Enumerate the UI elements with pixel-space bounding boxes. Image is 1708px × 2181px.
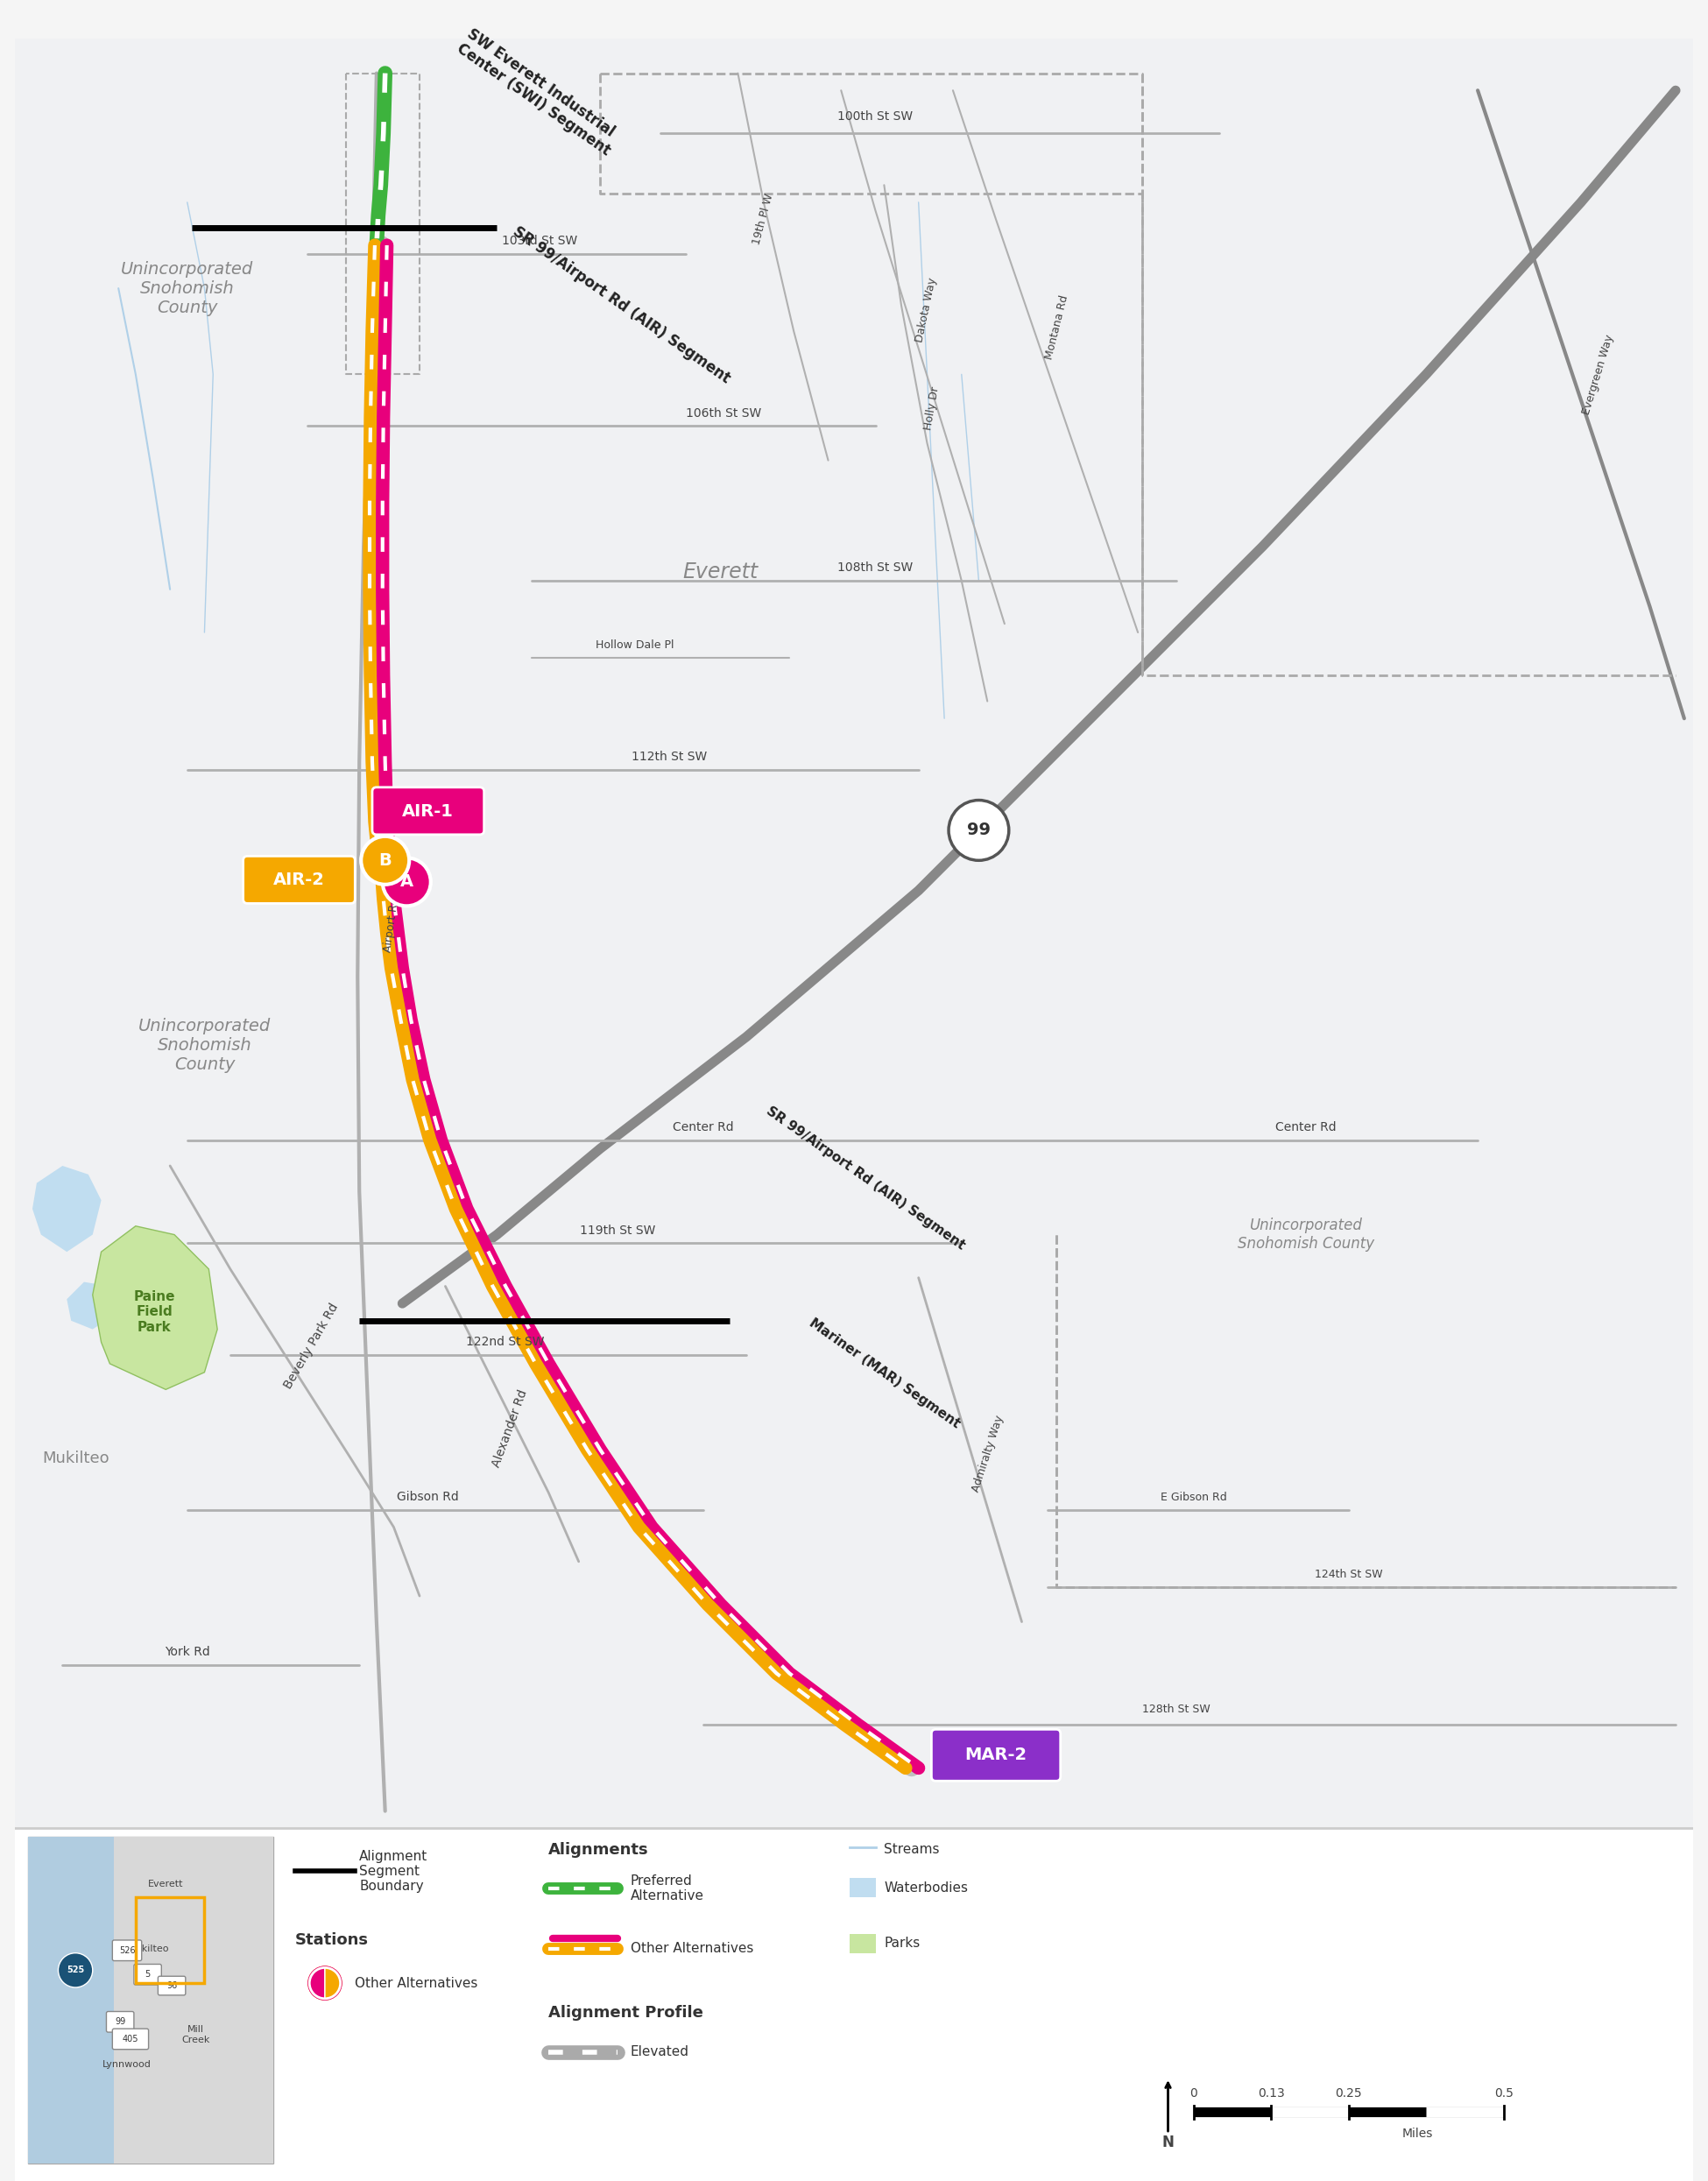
Text: 128th St SW: 128th St SW (1143, 1703, 1211, 1714)
Text: 19th Pl W: 19th Pl W (752, 192, 775, 246)
Polygon shape (67, 1282, 118, 1328)
Text: Holly Dr: Holly Dr (922, 386, 941, 432)
FancyBboxPatch shape (106, 2011, 133, 2033)
Polygon shape (92, 1226, 217, 1389)
Text: Mukilteo: Mukilteo (43, 1450, 109, 1466)
Text: 405: 405 (123, 2035, 138, 2044)
Text: Parks: Parks (885, 1937, 921, 1950)
Text: Alignment Profile: Alignment Profile (548, 2004, 704, 2022)
Wedge shape (309, 1967, 325, 1998)
Text: Beverly Park Rd: Beverly Park Rd (282, 1302, 342, 1391)
Bar (15, 1828, 1693, 2181)
Text: Alexander Rd: Alexander Rd (490, 1387, 529, 1468)
Text: 99: 99 (967, 822, 991, 840)
Text: York Rd: York Rd (164, 1647, 210, 1658)
Text: Unincorporated
Snohomish
County: Unincorporated Snohomish County (121, 262, 253, 316)
Bar (849, 1935, 876, 1952)
Text: SR 99/Airport Rd (AIR) Segment: SR 99/Airport Rd (AIR) Segment (511, 225, 733, 386)
Polygon shape (114, 1836, 273, 2164)
Text: AIR-1: AIR-1 (403, 803, 454, 820)
Wedge shape (325, 1967, 340, 1998)
Text: MAR-2: MAR-2 (965, 1747, 1027, 1764)
Text: Stations: Stations (295, 1932, 369, 1948)
Text: Evergreen Way: Evergreen Way (1582, 334, 1616, 417)
Text: 0.5: 0.5 (1494, 2087, 1513, 2100)
Bar (135, 1897, 205, 1983)
Text: Mariner (MAR) Segment: Mariner (MAR) Segment (806, 1317, 962, 1431)
Text: 103rd St SW: 103rd St SW (502, 236, 577, 246)
Text: Montana Rd: Montana Rd (1044, 294, 1071, 360)
Text: 525: 525 (67, 1965, 84, 1974)
Text: 96: 96 (166, 1980, 178, 1989)
Text: Streams: Streams (885, 1843, 939, 1856)
Text: SR 99/Airport Rd (AIR) Segment: SR 99/Airport Rd (AIR) Segment (763, 1104, 967, 1252)
Text: Dakota Way: Dakota Way (914, 277, 939, 342)
Text: Mill
Creek: Mill Creek (181, 2026, 210, 2044)
Text: 112th St SW: 112th St SW (632, 750, 707, 763)
Circle shape (58, 1952, 92, 1987)
Text: E Gibson Rd: E Gibson Rd (1161, 1492, 1226, 1503)
Text: B: B (379, 853, 391, 868)
Text: 0: 0 (1190, 2087, 1197, 2100)
Bar (27, 1836, 114, 2164)
Bar (15, 39, 1693, 1828)
Text: Admiralty Way: Admiralty Way (970, 1413, 1006, 1494)
Text: 106th St SW: 106th St SW (687, 408, 762, 419)
Circle shape (360, 835, 410, 885)
Text: 124th St SW: 124th St SW (1315, 1568, 1383, 1581)
FancyBboxPatch shape (133, 1965, 162, 1985)
Circle shape (948, 800, 1009, 859)
Text: SW Everett Industrial
Center (SWI) Segment: SW Everett Industrial Center (SWI) Segme… (454, 26, 623, 159)
Text: Alignment
Segment
Boundary: Alignment Segment Boundary (359, 1849, 429, 1893)
Text: Paine
Field
Park: Paine Field Park (133, 1291, 176, 1335)
Text: 108th St SW: 108th St SW (837, 563, 914, 574)
Text: Everett: Everett (149, 1880, 183, 1889)
FancyBboxPatch shape (372, 787, 483, 835)
Text: A: A (400, 875, 413, 890)
Text: 0.13: 0.13 (1257, 2087, 1284, 2100)
Text: 0.25: 0.25 (1336, 2087, 1361, 2100)
Bar (27, 1836, 273, 2164)
Polygon shape (32, 1167, 101, 1252)
Text: Unincorporated
Snohomish
County: Unincorporated Snohomish County (138, 1019, 270, 1073)
Text: Center Rd: Center Rd (673, 1121, 734, 1134)
Text: 119th St SW: 119th St SW (579, 1224, 656, 1237)
Text: 122nd St SW: 122nd St SW (466, 1337, 545, 1348)
Text: Elevated: Elevated (630, 2046, 688, 2059)
Text: Other Alternatives: Other Alternatives (630, 1941, 753, 1956)
Text: 5: 5 (145, 1969, 150, 1978)
Text: Hollow Dale Pl: Hollow Dale Pl (596, 639, 675, 650)
Text: Airport Rd: Airport Rd (381, 896, 401, 953)
Text: Lynnwood: Lynnwood (102, 2061, 152, 2070)
FancyBboxPatch shape (113, 2028, 149, 2050)
FancyBboxPatch shape (113, 1941, 142, 1961)
Text: Mukilteo: Mukilteo (128, 1943, 169, 1954)
Text: AIR-2: AIR-2 (273, 872, 325, 888)
Text: Everett: Everett (683, 563, 758, 582)
Text: Gibson Rd: Gibson Rd (398, 1492, 459, 1503)
Text: N: N (1161, 2135, 1173, 2150)
Text: 526: 526 (120, 1945, 135, 1954)
Text: 99: 99 (114, 2017, 125, 2026)
Bar (849, 1878, 876, 1897)
Text: 100th St SW: 100th St SW (839, 109, 914, 122)
Text: Alignments: Alignments (548, 1843, 649, 1858)
FancyBboxPatch shape (931, 1730, 1061, 1782)
Text: Unincorporated
Snohomish County: Unincorporated Snohomish County (1237, 1217, 1373, 1252)
Text: Other Alternatives: Other Alternatives (355, 1976, 478, 1989)
FancyBboxPatch shape (243, 857, 355, 903)
Circle shape (383, 857, 430, 905)
Text: Center Rd: Center Rd (1276, 1121, 1336, 1134)
Text: Preferred
Alternative: Preferred Alternative (630, 1873, 704, 1902)
Text: Waterbodies: Waterbodies (885, 1880, 968, 1895)
FancyBboxPatch shape (159, 1976, 186, 1996)
Text: Miles: Miles (1402, 2126, 1433, 2140)
